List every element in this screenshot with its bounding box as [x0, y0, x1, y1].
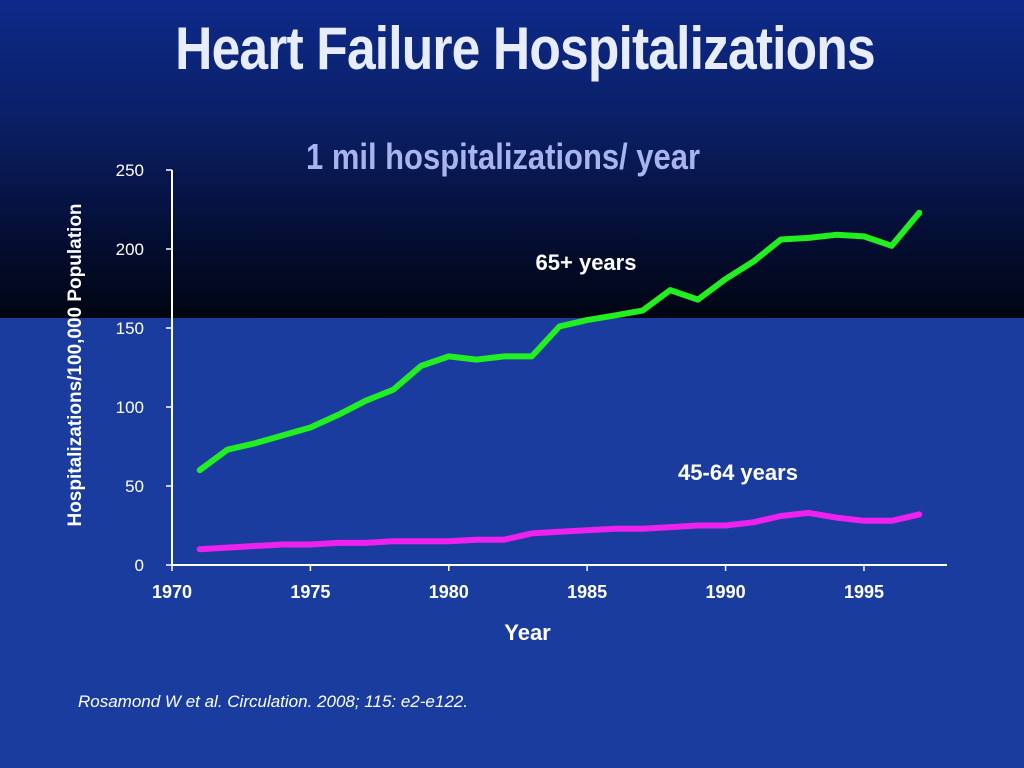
- x-tick-label: 1990: [706, 582, 746, 602]
- background-bottom: [0, 318, 1024, 768]
- x-tick-label: 1980: [429, 582, 469, 602]
- y-axis-title: Hospitalizations/100,000 Population: [65, 203, 86, 526]
- y-tick-label: 150: [116, 319, 144, 338]
- x-axis-title: Year: [504, 620, 551, 645]
- citation-text: Rosamond W et al. Circulation. 2008; 115…: [78, 692, 468, 711]
- chart-axes: 0 50 100 150 200 250 1970 1975 1980 1985 1990 1995 Y…: [65, 161, 947, 645]
- x-tick-label: 1995: [844, 582, 884, 602]
- y-tick-label: 100: [116, 398, 144, 417]
- series-line-45-64: [196, 509, 923, 553]
- series-label: 45-64 years: [678, 460, 798, 485]
- x-tick-label: 1985: [567, 582, 607, 602]
- background-top: [0, 0, 1024, 318]
- chart-subtitle: 1 mil hospitalizations/ year: [305, 136, 700, 177]
- x-tick-label: 1970: [152, 582, 192, 602]
- y-tick-label: 50: [125, 477, 144, 496]
- series-label: 65+ years: [536, 250, 637, 275]
- x-tick-label: 1975: [290, 582, 330, 602]
- chart-series: [196, 209, 923, 553]
- y-tick-label: 200: [116, 240, 144, 259]
- y-tick-label: 0: [135, 556, 144, 575]
- y-tick-label: 250: [116, 161, 144, 180]
- chart-labels: 65+ years 45-64 years: [536, 250, 798, 485]
- slide-title: Heart Failure Hospitalizations: [175, 15, 875, 82]
